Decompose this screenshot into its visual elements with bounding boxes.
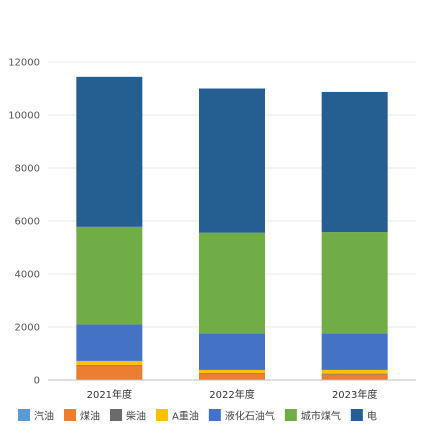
legend-swatch [18, 409, 30, 421]
y-tick-label: 4000 [15, 270, 40, 281]
bar-segment [321, 333, 388, 370]
bar-segment [199, 369, 265, 373]
y-tick-label: 8000 [15, 164, 40, 175]
legend-label: 煤油 [80, 410, 100, 423]
legend-label: 汽油 [34, 410, 54, 423]
y-tick-label: 10000 [8, 111, 40, 122]
legend-label: 柴油 [126, 410, 146, 423]
legend: 汽油 煤油 柴油 A重油 液化石油气 城市煤气 电 [18, 409, 377, 423]
bar-segment [321, 374, 388, 380]
bar-segment [199, 372, 265, 374]
legend-swatch [284, 409, 297, 421]
x-tick-label: 2022年度 [209, 388, 254, 401]
bars-layer [76, 76, 388, 380]
legend-label: 液化石油气 [225, 410, 275, 423]
bar-segment [199, 232, 265, 334]
y-tick-label: 0 [34, 376, 40, 387]
legend-swatch [156, 409, 168, 421]
bar-segment [76, 226, 143, 325]
bar-segment [321, 373, 388, 375]
bar-segment [76, 76, 143, 227]
bar-segment [199, 373, 265, 380]
y-tick-label: 2000 [15, 323, 40, 334]
y-tick-label: 6000 [15, 217, 40, 228]
bar-segment [321, 369, 388, 374]
bar-segment [199, 333, 265, 370]
legend-label: 电 [367, 410, 377, 423]
y-tick-label: 12000 [8, 58, 40, 69]
axis-layer: 0 2000 4000 6000 8000 10000 12000 2021年度 2022年度 2… [8, 58, 416, 401]
x-tick-label: 2021年度 [87, 388, 132, 401]
bar-segment [76, 365, 143, 380]
legend-label: A重油 [172, 410, 199, 423]
bar-segment [321, 91, 388, 233]
bar-segment [76, 324, 143, 361]
legend-swatch [64, 409, 76, 421]
legend-swatch [208, 409, 221, 421]
bar-segment [321, 232, 388, 334]
bar-segment [76, 360, 143, 365]
legend-swatch [350, 409, 363, 421]
x-tick-label: 2023年度 [332, 388, 377, 401]
legend-swatch [110, 409, 122, 421]
bar-segment [199, 88, 265, 233]
bar-segment [76, 364, 143, 366]
legend-label: 城市煤气 [301, 410, 341, 423]
